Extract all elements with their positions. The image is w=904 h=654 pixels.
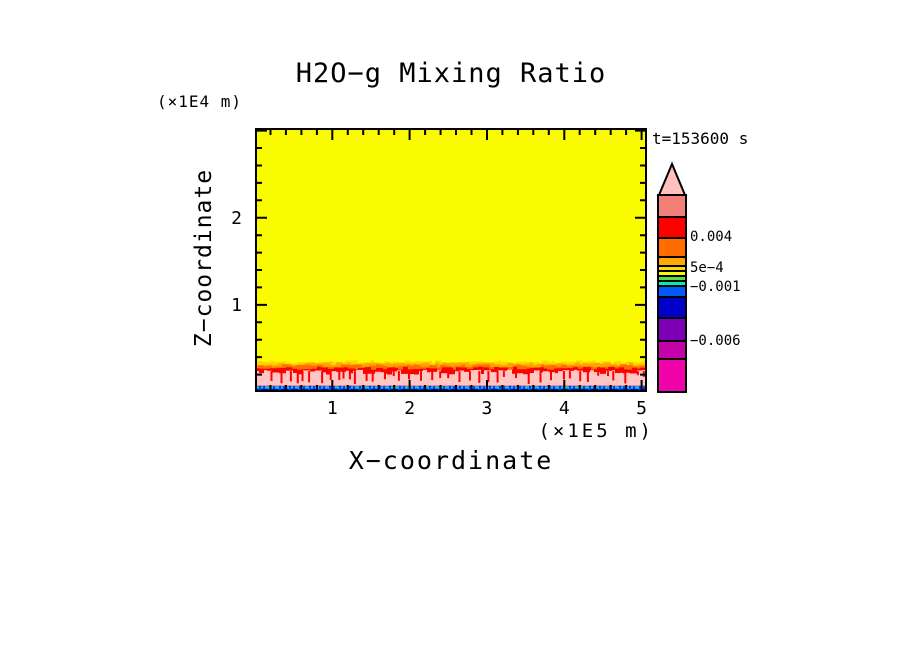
colorbar-label: −0.006 [690,333,741,349]
colorbar-segment [657,194,687,218]
colorbar-segment [657,237,687,258]
time-annotation: t=153600 s [652,129,749,148]
negative-strip [255,385,647,392]
x-tick-label: 5 [636,398,647,419]
colorbar: 0.004 5e−4 −0.001 −0.006 [652,158,782,398]
x-tick-label: 1 [326,398,338,419]
colorbar-segment [657,256,687,267]
colorbar-label: 0.004 [690,229,732,245]
x-tick-label: 4 [558,398,570,419]
contour-plot-area [255,128,647,392]
x-axis-unit-label: (×1E5 m) [538,420,654,442]
plot-frame [255,128,647,392]
red-streaks [270,371,645,384]
colorbar-segment [657,216,687,239]
z-axis-unit-label: (×1E4 m) [157,92,243,111]
x-axis-title: X−coordinate [348,446,554,475]
axis-ticks [256,129,646,391]
colorbar-segment [657,285,687,298]
z-tick-label: 1 [231,294,242,316]
colorbar-segment [657,340,687,360]
interior-field [255,128,647,392]
colorbar-label: 5e−4 [690,260,724,276]
colorbar-segment [657,358,687,393]
x-tick-label: 2 [404,398,416,419]
colorbar-segment [657,296,687,319]
colorbar-segment [657,317,687,342]
colorbar-svg: 0.004 5e−4 −0.001 −0.006 [657,161,741,393]
contour-plot-svg [255,128,647,392]
colorbar-arrow-tip [657,161,687,196]
z-tick-label: 2 [231,207,242,229]
plot-title: H2O−g Mixing Ratio [295,58,607,89]
z-axis-title: Z−coordinate [191,168,217,348]
x-tick-label: 3 [481,398,493,419]
colorbar-label: −0.001 [690,279,741,295]
